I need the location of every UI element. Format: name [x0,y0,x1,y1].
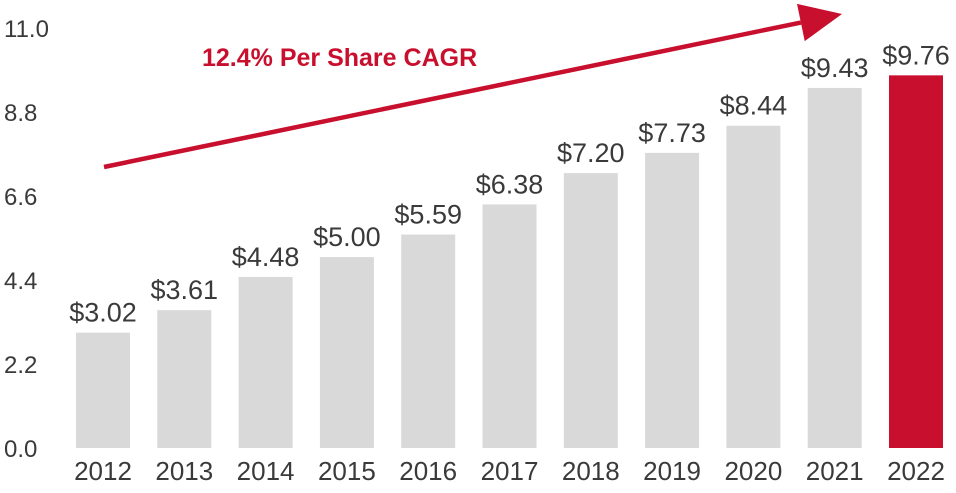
bar-2017 [482,204,537,448]
data-label-2017: $6.38 [476,169,544,199]
x-tick-label-2021: 2021 [806,456,864,486]
data-label-2022: $9.76 [882,40,950,70]
x-tick-label-2013: 2013 [155,456,213,486]
bar-2016 [401,234,456,448]
x-tick-label-2016: 2016 [399,456,457,486]
bar-2020 [726,125,781,448]
data-label-2019: $7.73 [638,118,706,148]
data-label-2020: $8.44 [720,91,788,121]
x-tick-label-2019: 2019 [643,456,701,486]
x-tick-label-2022: 2022 [887,456,945,486]
data-label-2012: $3.02 [69,298,137,328]
y-tick-label-2: 4.4 [4,268,37,295]
x-axis: 2012 2013 2014 2015 2016 2017 2018 2019 2020 2021… [74,456,945,486]
y-tick-label-5: 11.0 [4,16,49,43]
x-tick-label-2015: 2015 [318,456,376,486]
y-axis: 0.0 2.2 4.4 6.6 8.8 11.0 [4,16,49,463]
cagr-label: 12.4% Per Share CAGR [202,44,477,72]
bars [76,75,943,448]
data-label-2013: $3.61 [151,275,219,305]
bar-2019 [645,152,700,448]
bar-2012 [76,332,130,448]
y-tick-label-1: 2.2 [4,352,37,379]
y-tick-label-3: 6.6 [4,184,37,211]
data-label-2021: $9.43 [801,53,869,83]
x-tick-label-2012: 2012 [74,456,132,486]
x-tick-label-2020: 2020 [724,456,782,486]
trend-arrow-head [797,3,842,42]
y-tick-label-4: 8.8 [4,100,37,127]
data-labels: $3.02 $3.61 $4.48 $5.00 $5.59 $6.38 $7.20 $7.73… [69,40,950,327]
y-tick-label-0: 0.0 [4,436,37,463]
trend-arrow-line [103,20,802,170]
data-label-2018: $7.20 [557,138,625,168]
x-tick-label-2017: 2017 [481,456,539,486]
data-label-2014: $4.48 [232,242,300,272]
bar-2014 [238,276,293,448]
bar-2022 [889,75,943,448]
data-label-2016: $5.59 [394,200,462,230]
bar-2013 [157,310,212,448]
bar-2021 [807,87,862,448]
data-label-2015: $5.00 [313,222,381,252]
bar-2018 [563,173,618,448]
bar-2015 [319,257,374,448]
cagr-annotation: 12.4% Per Share CAGR [103,3,842,170]
x-tick-label-2018: 2018 [562,456,620,486]
x-tick-label-2014: 2014 [237,456,295,486]
